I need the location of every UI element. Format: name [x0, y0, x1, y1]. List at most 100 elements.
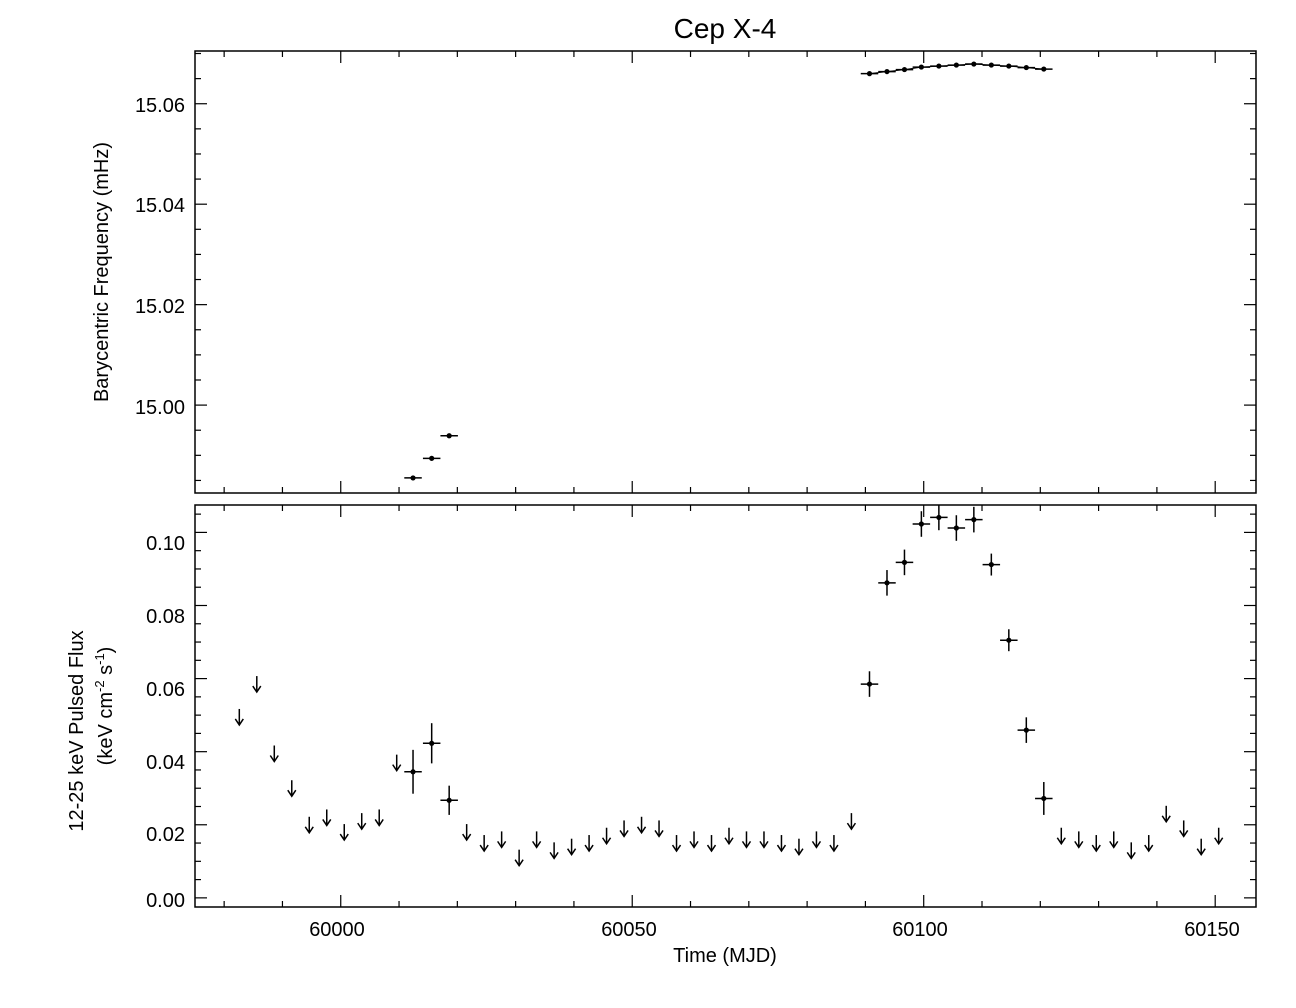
upper-limit-arrowhead: [1074, 840, 1084, 849]
upper-limit-arrowhead: [601, 837, 612, 846]
units-exponent: -2: [92, 680, 107, 692]
time-x-axis-label: Time (MJD): [673, 945, 777, 967]
flux-point: [1006, 637, 1012, 643]
upper-limit-arrowhead: [1144, 844, 1154, 853]
frequency-y-axis-label: Barycentric Frequency (mHz): [91, 142, 113, 402]
flux-upper-limit: [322, 809, 332, 827]
time-x-tick-label: 60100: [892, 919, 948, 941]
frequency-y-tick-labels: 15.00 15.02 15.04 15.06: [135, 95, 185, 419]
upper-limit-arrowhead: [339, 833, 349, 842]
flux-upper-limit: [1161, 805, 1171, 824]
flux-upper-limit: [269, 745, 279, 763]
frequency-point: [429, 455, 435, 461]
units-part: s: [95, 665, 117, 681]
flux-data: [234, 504, 1224, 868]
upper-limit-arrowhead: [671, 844, 682, 853]
flux-upper-limit: [339, 824, 349, 842]
upper-limit-arrowhead: [566, 848, 577, 857]
flux-upper-limit: [811, 831, 822, 849]
flux-upper-limit: [829, 835, 839, 853]
upper-limit-arrowhead: [619, 830, 629, 838]
frequency-y-tick-label: 15.00: [135, 397, 185, 419]
flux-upper-limit: [1056, 827, 1066, 846]
flux-upper-limit: [601, 827, 612, 846]
upper-limit-arrowhead: [724, 837, 734, 846]
upper-limit-arrowhead: [636, 826, 647, 835]
upper-limit-arrowhead: [357, 822, 367, 831]
frequency-data: [404, 61, 1053, 481]
flux-upper-limit: [497, 831, 507, 849]
flux-upper-limit: [1074, 831, 1084, 849]
time-x-tick-label: 60050: [601, 919, 657, 941]
flux-panel-frame: [194, 504, 1257, 908]
flux-point: [446, 797, 452, 803]
flux-point: [429, 740, 435, 746]
flux-y-tick-label: 0.08: [146, 606, 185, 628]
flux-upper-limit: [514, 849, 524, 868]
flux-upper-limit: [304, 816, 314, 835]
flux-upper-limit: [1091, 835, 1101, 853]
upper-limit-arrowhead: [811, 840, 822, 849]
flux-y-tick-label: 0.04: [146, 752, 185, 774]
flux-upper-limit: [566, 838, 577, 857]
upper-limit-arrowhead: [1056, 837, 1066, 846]
flux-point: [410, 769, 416, 775]
flux-point: [901, 559, 908, 565]
flux-y-axis-label: 12-25 keV Pulsed Flux: [66, 630, 88, 831]
flux-upper-limit: [252, 676, 262, 694]
upper-limit-arrowhead: [706, 844, 717, 853]
flux-upper-limit: [671, 835, 682, 853]
flux-y-tick-label: 0.06: [146, 679, 185, 701]
flux-upper-limit: [619, 820, 629, 838]
flux-upper-limit: [531, 831, 542, 849]
flux-panel-ticks: [195, 505, 1256, 907]
flux-y-tick-label: 0.02: [146, 824, 185, 846]
flux-point: [971, 517, 977, 523]
flux-upper-limit: [724, 827, 734, 846]
flux-upper-limit: [1196, 838, 1206, 857]
flux-upper-limit: [794, 838, 804, 857]
frequency-y-tick-label: 15.02: [135, 296, 185, 318]
flux-point: [1041, 795, 1047, 802]
flux-upper-limit: [636, 816, 647, 835]
flux-upper-limit: [759, 831, 769, 849]
flux-upper-limit: [689, 831, 699, 849]
flux-upper-limit: [392, 754, 402, 772]
upper-limit-arrowhead: [741, 840, 752, 849]
frequency-model-curve: [869, 63, 1044, 75]
upper-limit-arrowhead: [462, 833, 472, 842]
flux-point: [936, 514, 942, 521]
upper-limit-arrowhead: [846, 822, 857, 831]
upper-limit-arrowhead: [1196, 848, 1206, 857]
upper-limit-arrowhead: [374, 819, 384, 827]
flux-point: [918, 521, 924, 527]
upper-limit-arrowhead: [1179, 830, 1189, 838]
upper-limit-arrowhead: [1126, 851, 1136, 860]
units-part: ): [95, 647, 117, 654]
upper-limit-arrowhead: [322, 819, 332, 827]
frequency-panel: 15.00 15.02 15.04 15.06 Barycentric Freq…: [91, 50, 1257, 494]
upper-limit-arrowhead: [1214, 837, 1224, 846]
flux-upper-limit: [462, 824, 472, 842]
frequency-point: [410, 475, 416, 481]
frequency-panel-frame: [194, 50, 1257, 494]
flux-panel: 0.00 0.02 0.04 0.06 0.08 0.10 60000 6005…: [66, 504, 1257, 967]
upper-limit-arrowhead: [654, 830, 664, 838]
upper-limit-arrowhead: [252, 685, 262, 694]
flux-point: [953, 525, 959, 531]
flux-upper-limit: [1126, 842, 1136, 860]
upper-limit-arrowhead: [689, 840, 699, 849]
time-x-tick-label: 60150: [1184, 919, 1240, 941]
chart-title: Cep X-4: [674, 13, 777, 44]
upper-limit-arrowhead: [304, 826, 314, 835]
upper-limit-arrowhead: [584, 844, 594, 853]
upper-limit-arrowhead: [759, 840, 769, 849]
flux-point: [866, 681, 873, 687]
flux-upper-limit: [479, 835, 489, 853]
upper-limit-arrowhead: [794, 848, 804, 857]
time-x-tick-label: 60000: [309, 919, 365, 941]
flux-upper-limit: [234, 708, 244, 727]
units-part: (keV cm: [95, 692, 117, 765]
frequency-panel-ticks: [195, 51, 1256, 493]
